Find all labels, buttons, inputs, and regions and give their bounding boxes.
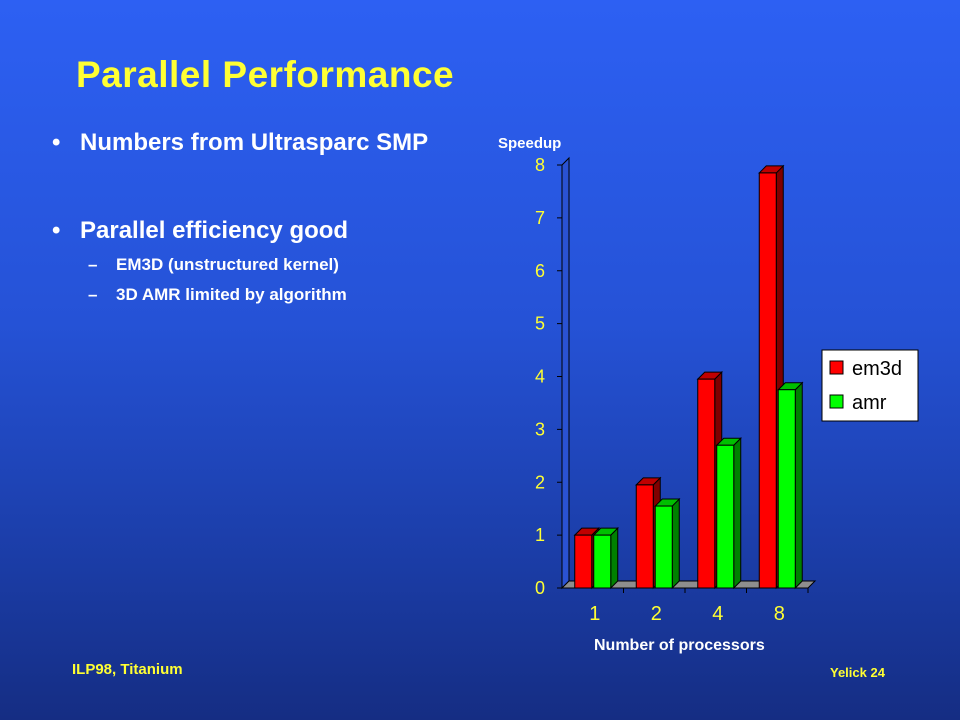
bar-em3d-4 (697, 378, 716, 589)
x-axis-title: Number of processors (594, 637, 765, 654)
y-tick-label: 3 (535, 419, 545, 439)
slide-title: Parallel Performance (76, 54, 455, 95)
sub-bullet-marker: – (88, 285, 98, 304)
y-axis-title: Speedup (498, 135, 561, 152)
bar-em3d-1 (574, 534, 593, 589)
y-tick-label: 8 (535, 155, 545, 175)
y-tick-label: 6 (535, 261, 545, 281)
bullet-marker: • (52, 129, 61, 156)
y-tick-label: 5 (535, 314, 545, 334)
x-tick-label: 1 (589, 603, 600, 625)
x-tick-label: 2 (651, 603, 662, 625)
bullet-item-1: • Numbers from Ultrasparc SMP (52, 128, 492, 158)
bullet-text: Parallel efficiency good (80, 217, 349, 244)
bar-amr-1 (593, 534, 612, 589)
bar-em3d-2 (635, 484, 654, 589)
sub-bullet-2: – 3D AMR limited by algorithm (88, 284, 492, 306)
sub-bullet-marker: – (88, 255, 98, 274)
y-tick-label: 1 (535, 525, 545, 545)
legend-label-em3d: em3d (852, 358, 902, 380)
bar-em3d-8 (758, 172, 777, 589)
legend-swatch-em3d (829, 360, 844, 375)
y-tick-label: 4 (535, 367, 545, 387)
bullet-marker: • (52, 217, 61, 244)
bullet-item-2: • Parallel efficiency good (52, 216, 492, 246)
bar-amr-8 (777, 389, 796, 589)
bar-side (733, 437, 742, 590)
speedup-bar-chart: 0 1 2 3 4 5 6 7 8 Speedup 1 2 4 8 Number of processors… (498, 135, 919, 654)
chart-side-wall (561, 156, 570, 590)
bar-amr-4 (716, 444, 735, 589)
y-tick-label: 2 (535, 472, 545, 492)
bar-side (794, 381, 803, 590)
bar-amr-2 (654, 505, 673, 589)
footer-left: ILP98, Titanium (72, 661, 183, 678)
bullet-text: Numbers from Ultrasparc SMP (80, 129, 429, 156)
legend-swatch-amr (829, 394, 844, 409)
x-tick-label: 4 (712, 603, 723, 625)
sub-bullet-1: – EM3D (unstructured kernel) (88, 254, 492, 276)
bullet-list: • Numbers from Ultrasparc SMP • Parallel… (52, 128, 492, 306)
footer-right: Yelick 24 (830, 665, 885, 680)
y-tick-label: 7 (535, 208, 545, 228)
bar-side (671, 497, 680, 590)
sub-bullet-text: 3D AMR limited by algorithm (116, 285, 347, 304)
bar-side (610, 526, 619, 590)
y-tick-label: 0 (535, 578, 545, 598)
x-tick-label: 8 (774, 603, 785, 625)
legend-label-amr: amr (852, 392, 887, 414)
sub-bullet-text: EM3D (unstructured kernel) (116, 255, 339, 274)
